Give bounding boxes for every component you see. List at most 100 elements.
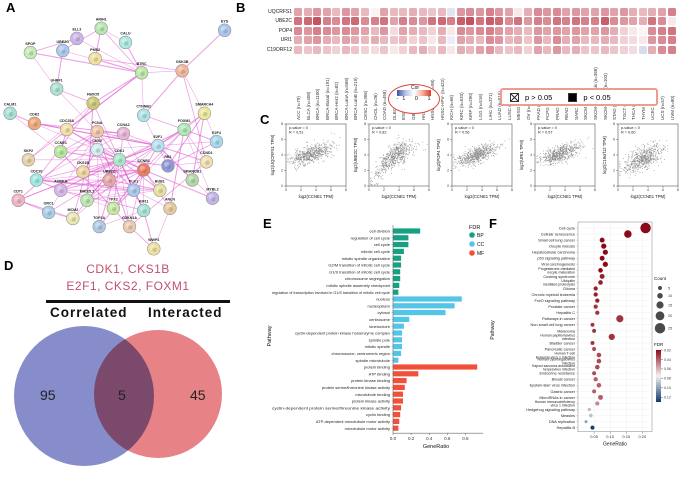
network-edge	[30, 52, 57, 90]
network-edge	[36, 102, 94, 181]
heatmap-column-label: ACC (n=79)	[296, 96, 301, 120]
dot-label: oocyte maturation	[547, 271, 575, 275]
scatter-plot: 00 2 2 4 4 6 6 8 8 p-value = 0R = 0.82 log2(CCNE1 …	[353, 122, 430, 199]
heatmap-cell	[437, 26, 446, 35]
network-node: ORC1	[41, 202, 56, 220]
heatmap-cell	[610, 45, 619, 54]
x-axis-label: log2(CCNE1 TPM)	[382, 194, 417, 199]
heatmap-column-label: LIHC (n=371)	[487, 92, 493, 120]
x-axis-label: log2(CCNE1 TPM)	[631, 194, 666, 199]
svg-text:2: 2	[613, 169, 615, 173]
bar	[393, 344, 403, 350]
venn-diagram: CDK1, CKS1B E2F1, CKS2, FOXM1 Correlated…	[2, 256, 254, 477]
heatmap-column-label: LGG (n=516)	[478, 93, 484, 120]
network-edge	[17, 131, 98, 201]
bar-label: mitotic cell cycle	[361, 249, 391, 254]
dot	[598, 268, 603, 273]
heatmap-cell	[648, 36, 657, 45]
svg-text:R = 0.60: R = 0.60	[621, 131, 635, 135]
heatmap-cell	[523, 26, 532, 35]
heatmap-cell	[456, 36, 465, 45]
svg-text:AURKA: AURKA	[54, 179, 67, 183]
sig-box-icon	[568, 92, 578, 102]
scatter-points	[453, 138, 510, 171]
svg-text:6: 6	[613, 138, 615, 142]
svg-text:UBE2O: UBE2O	[56, 40, 69, 44]
svg-text:CCNA2: CCNA2	[117, 123, 129, 127]
count-legend-dot	[655, 311, 665, 321]
dot-label: Human papillomavirus	[540, 334, 575, 338]
svg-text:2: 2	[466, 188, 468, 192]
network-edge	[56, 88, 98, 132]
heatmap-cell	[619, 36, 628, 45]
bar	[393, 262, 402, 268]
heatmap-cell	[552, 36, 561, 45]
heatmap-cell	[485, 45, 494, 54]
heatmap-cell	[370, 26, 379, 35]
dot-label: Breast cancer	[552, 378, 576, 382]
svg-text:CDK2: CDK2	[29, 113, 39, 117]
legend-dot	[469, 250, 475, 256]
svg-text:2: 2	[300, 188, 302, 192]
svg-text:6: 6	[530, 138, 532, 142]
dot-label: leukemia virus 1 infection	[536, 355, 575, 359]
count-legend-dot	[657, 292, 663, 299]
svg-text:KIF11: KIF11	[139, 200, 149, 204]
network-node: BTRC	[135, 62, 149, 80]
svg-text:BTRC: BTRC	[137, 62, 147, 66]
svg-text:CCNE1: CCNE1	[55, 141, 67, 145]
bar	[393, 316, 410, 322]
heatmap-cell	[322, 17, 331, 26]
bar	[393, 235, 409, 241]
heatmap-cell	[600, 8, 609, 16]
scatter-plot: 00 2 2 4 4 6 6 8 8 p-value = 0R = 0.56 log2(CCNE1 …	[436, 122, 513, 199]
kegg-enrichment-dotplot: Cell cycle Cellular senescence Small cell …	[490, 221, 672, 448]
heatmap-cell	[294, 26, 302, 35]
svg-text:0.20: 0.20	[638, 434, 647, 439]
heatmap-cell	[380, 8, 389, 16]
svg-text:FOXM1: FOXM1	[178, 119, 191, 123]
heatmap-column-label: CESC (n=306)	[363, 90, 369, 120]
heatmap-cell	[351, 36, 360, 45]
svg-text:MYBL2: MYBL2	[206, 188, 218, 192]
y-axis-label: log2(URI1 TPM)	[519, 139, 524, 170]
svg-text:R = 0.82: R = 0.82	[372, 131, 386, 135]
svg-text:2: 2	[281, 169, 283, 173]
bar-label: chromosome segregation	[345, 276, 390, 281]
svg-text:8: 8	[428, 188, 430, 192]
heatmap-cell	[428, 36, 437, 45]
network-node: CCNE1	[54, 141, 68, 159]
svg-text:p-value = 0: p-value = 0	[289, 126, 308, 130]
heatmap-cell	[389, 45, 398, 54]
heatmap-cell	[485, 36, 494, 45]
dot	[587, 407, 591, 412]
svg-text:6: 6	[447, 138, 449, 142]
heatmap-cell	[370, 8, 379, 16]
svg-text:0.4: 0.4	[426, 436, 433, 441]
heatmap-cell	[341, 17, 350, 26]
heatmap-cell	[370, 36, 379, 45]
bar-label: ATP-dependent microtubule motor activity	[316, 419, 390, 424]
svg-text:6: 6	[413, 188, 415, 192]
svg-text:0.6: 0.6	[444, 436, 451, 441]
heatmap-cell	[332, 17, 341, 26]
dot	[595, 310, 600, 315]
svg-text:0: 0	[285, 188, 287, 192]
svg-text:4: 4	[315, 188, 317, 192]
heatmap-cell	[629, 26, 638, 35]
heatmap-cell	[562, 45, 571, 54]
x-axis-label: GeneRatio	[423, 444, 449, 450]
heatmap-cell	[571, 8, 580, 16]
network-edge	[9, 113, 61, 152]
heatmap-cell	[313, 8, 322, 16]
bar-label: microtubule binding	[355, 392, 390, 397]
heatmap-cell	[408, 17, 417, 26]
svg-text:8: 8	[594, 188, 596, 192]
svg-text:6: 6	[364, 138, 366, 142]
svg-text:CDK1: CDK1	[114, 149, 124, 153]
svg-text:2: 2	[383, 188, 385, 192]
heatmap-cell	[341, 36, 350, 45]
network-node: SMARCA4	[195, 103, 213, 120]
heatmap-cell	[466, 45, 475, 54]
network-edge	[141, 70, 183, 74]
